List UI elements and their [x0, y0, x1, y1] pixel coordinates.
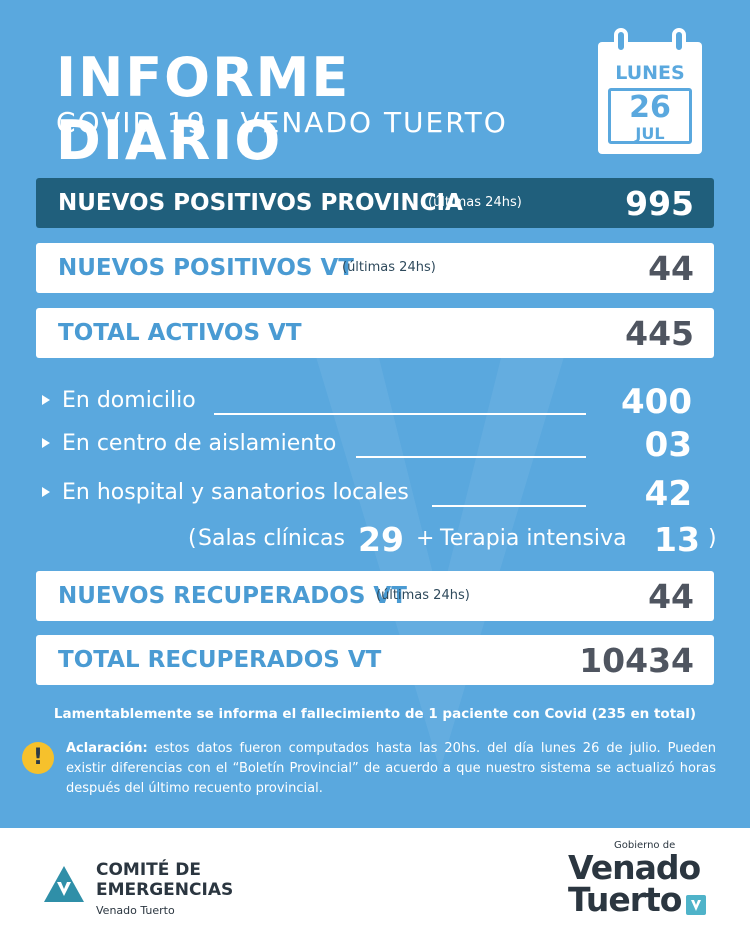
terapia-label: Terapia intensiva	[440, 526, 627, 551]
bullet-triangle-icon	[42, 487, 50, 497]
breakdown-value: 03	[644, 425, 692, 465]
breakdown-row-home: En domicilio 400	[40, 382, 700, 422]
breakdown-row-isolation-center: En centro de aislamiento 03	[40, 425, 700, 465]
calendar-day-number: 26	[629, 90, 671, 125]
bar-label: NUEVOS POSITIVOS PROVINCIA	[58, 190, 463, 216]
footer: COMITÉ DE EMERGENCIAS Venado Tuerto Gobi…	[0, 828, 750, 936]
bar-value: 10434	[579, 641, 694, 680]
report-title: INFORME DIARIO	[56, 46, 351, 172]
bar-value: 44	[648, 577, 694, 616]
report-subtitle: COVID 19 - VENADO TUERTO	[56, 106, 508, 139]
emergency-committee-logo-icon	[44, 866, 84, 902]
calendar-ring-icon	[672, 28, 686, 54]
clarification-note: Aclaración: estos datos fueron computado…	[66, 739, 716, 799]
bar-note: (últimas 24hs)	[342, 260, 436, 275]
calendar-day-name: LUNES	[615, 62, 685, 84]
paren-close: )	[708, 526, 717, 551]
salas-label: Salas clínicas	[198, 526, 345, 551]
breakdown-label: En centro de aislamiento	[62, 431, 337, 456]
terapia-value: 13	[654, 520, 700, 559]
breakdown-row-hospital: En hospital y sanatorios locales 42	[40, 474, 700, 514]
bar-label: NUEVOS RECUPERADOS VT	[58, 583, 407, 609]
deaths-notice: Lamentablemente se informa el fallecimie…	[53, 706, 697, 722]
breakdown-label: En domicilio	[62, 388, 196, 413]
breakdown-value: 42	[644, 474, 692, 514]
calendar-date: LUNES 26 JUL	[598, 28, 702, 154]
bar-label: NUEVOS POSITIVOS VT	[58, 255, 354, 281]
vt-total-recovered-bar: TOTAL RECUPERADOS VT 10434	[36, 635, 714, 685]
salas-value: 29	[358, 520, 404, 559]
bar-value: 995	[625, 184, 694, 223]
government-name-line2: Tuerto	[568, 880, 682, 919]
paren-open: (	[188, 526, 197, 551]
bullet-triangle-icon	[42, 438, 50, 448]
bar-note: (últimas 24hs)	[376, 588, 470, 603]
breakdown-value: 400	[621, 382, 692, 422]
clarification-lead: Aclaración:	[66, 741, 148, 756]
vt-total-active-bar: TOTAL ACTIVOS VT 445	[36, 308, 714, 358]
committee-name-line1: COMITÉ DE	[96, 860, 202, 880]
leader-line	[356, 456, 586, 458]
vt-new-recovered-bar: NUEVOS RECUPERADOS VT (últimas 24hs) 44	[36, 571, 714, 621]
plus-sign: +	[416, 526, 435, 551]
warning-icon: !	[22, 742, 54, 774]
leader-line	[432, 505, 586, 507]
province-new-positives-bar: NUEVOS POSITIVOS PROVINCIA (últimas 24hs…	[36, 178, 714, 228]
breakdown-label: En hospital y sanatorios locales	[62, 480, 409, 505]
bar-note: (últimas 24hs)	[428, 195, 522, 210]
government-badge-icon	[686, 895, 706, 915]
vt-new-positives-bar: NUEVOS POSITIVOS VT (últimas 24hs) 44	[36, 243, 714, 293]
government-name-line1: Venado	[568, 848, 701, 887]
watermark-logo-icon	[314, 350, 566, 770]
bar-label: TOTAL RECUPERADOS VT	[58, 647, 382, 673]
bar-value: 445	[625, 314, 694, 353]
leader-line	[214, 413, 586, 415]
committee-name-line2: EMERGENCIAS	[96, 880, 234, 900]
committee-city: Venado Tuerto	[96, 904, 175, 917]
bullet-triangle-icon	[42, 395, 50, 405]
government-label: Gobierno de	[614, 840, 676, 851]
bar-value: 44	[648, 249, 694, 288]
clarification-text: estos datos fueron computados hasta las …	[66, 741, 716, 796]
calendar-month: JUL	[635, 124, 665, 143]
bar-label: TOTAL ACTIVOS VT	[58, 320, 302, 346]
calendar-ring-icon	[614, 28, 628, 54]
calendar-frame	[608, 88, 692, 144]
